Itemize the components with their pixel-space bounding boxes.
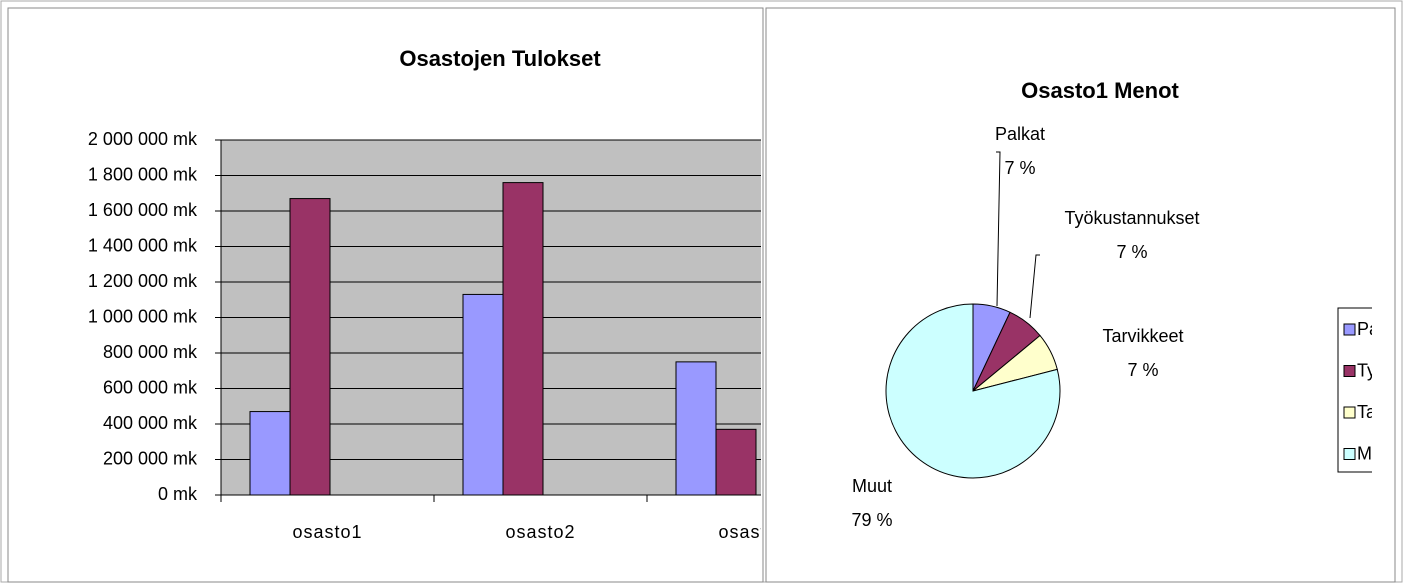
- y-tick-label: 2 000 000 mk: [88, 129, 198, 149]
- slice-value-label: 7 %: [1116, 242, 1148, 262]
- x-tick-label: osasto3: [718, 522, 788, 542]
- pie-slice: [885, 303, 1061, 479]
- chart-title: Osasto1 Menot: [1021, 78, 1179, 103]
- leader-line: [996, 151, 1001, 307]
- y-tick-label: 600 000 mk: [103, 377, 198, 397]
- legend-label: Palkat: [1357, 319, 1403, 339]
- pie-chart: Osasto1 Menot Palkat Työkustannukset Tarvi…: [885, 78, 1403, 479]
- legend-swatch: [1343, 365, 1356, 377]
- y-tick-label: 800 000 mk: [103, 342, 198, 362]
- legend-swatch: [1343, 406, 1356, 419]
- bar: [502, 182, 544, 496]
- slice-value-label: 79 %: [851, 510, 893, 530]
- slice-label: Työkustannukset: [1064, 208, 1200, 228]
- cell-left: [7, 7, 764, 583]
- legend-swatch: [1343, 323, 1356, 336]
- bar: [675, 361, 717, 496]
- slice-value-label: 7 %: [1127, 360, 1159, 380]
- x-tick-label: osasto2: [505, 522, 575, 542]
- legend-label: Tarvikkeet: [1357, 402, 1403, 422]
- slice-label: Tarvikkeet: [1102, 326, 1184, 346]
- bar: [289, 198, 331, 496]
- bar: [715, 428, 757, 496]
- bar: [249, 411, 291, 496]
- y-tick-label: 1 600 000 mk: [88, 200, 198, 220]
- bar-chart: Osastojen Tulokset 0 mk 200 000 mk 400 000…: [88, 46, 788, 542]
- y-tick-label: 400 000 mk: [103, 413, 198, 433]
- cell-right: [765, 7, 1396, 583]
- bar: [462, 293, 504, 496]
- slice-label: Palkat: [994, 124, 1046, 144]
- y-tick-label: 1 200 000 mk: [88, 271, 198, 291]
- slice-value-label: 7 %: [1004, 158, 1036, 178]
- y-tick-label: 0 mk: [158, 484, 198, 504]
- y-tick-label: 1 400 000 mk: [88, 235, 198, 255]
- y-tick-label: 200 000 mk: [103, 448, 198, 468]
- y-tick-label: 1 800 000 mk: [88, 164, 198, 184]
- legend-swatch: [1343, 448, 1356, 460]
- legend: Palkat Työkustannukset Tarvikkeet Muut: [1337, 307, 1403, 473]
- y-tick-label: 1 000 000 mk: [88, 306, 198, 326]
- chart-title: Osastojen Tulokset: [399, 46, 601, 71]
- legend-label: Työkustannukset: [1357, 360, 1403, 380]
- legend-label: Muut: [1357, 443, 1397, 463]
- leader-line: [1029, 254, 1040, 319]
- slice-label: Muut: [851, 476, 893, 496]
- x-tick-label: osasto1: [292, 522, 362, 542]
